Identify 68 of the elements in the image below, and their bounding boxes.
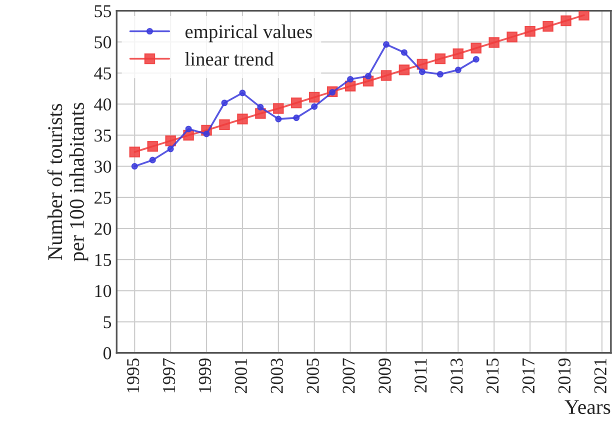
point — [578, 10, 590, 21]
point — [470, 42, 482, 54]
point — [308, 92, 320, 103]
point — [400, 49, 408, 56]
y-tick-label: 30 — [94, 160, 112, 173]
point — [221, 100, 228, 106]
point — [472, 56, 480, 63]
x-axis-title: Years — [564, 400, 610, 414]
point — [311, 103, 318, 110]
point — [167, 146, 174, 152]
x-tick-label: 1995 — [127, 358, 140, 392]
x-tick-label: 1999 — [198, 358, 212, 392]
point — [131, 163, 138, 170]
legend-label: empirical values — [185, 24, 312, 42]
point — [219, 119, 230, 130]
point — [364, 72, 372, 80]
point — [293, 114, 300, 122]
point — [398, 64, 410, 76]
y-tick-label: 55 — [94, 5, 112, 18]
point — [237, 114, 248, 124]
y-tick-label: 25 — [94, 192, 112, 204]
y-tick-label: 45 — [94, 67, 112, 80]
x-tick-label: 1997 — [162, 358, 176, 392]
y-tick-label: 35 — [94, 130, 112, 142]
point — [275, 116, 282, 122]
point — [147, 141, 158, 152]
point — [185, 126, 192, 132]
point — [203, 130, 210, 138]
legend-label: linear trend — [185, 52, 274, 66]
point — [488, 37, 500, 48]
point — [347, 76, 354, 83]
point — [560, 15, 572, 26]
point — [149, 156, 156, 164]
point — [165, 135, 176, 146]
x-tick-label: 2007 — [342, 358, 355, 394]
point — [382, 41, 390, 48]
y-tick-label: 20 — [94, 222, 112, 235]
point — [434, 53, 446, 64]
x-tick-label: 2013 — [450, 358, 463, 394]
point — [129, 146, 140, 158]
x-tick-label: 2011 — [414, 358, 427, 392]
y-tick-label: 0 — [103, 347, 112, 360]
x-tick-label: 2021 — [594, 358, 606, 394]
point — [239, 90, 246, 96]
y-tick-label: 5 — [104, 316, 112, 328]
point — [506, 32, 518, 42]
y-tick-label: 40 — [94, 98, 112, 111]
x-tick-label: 2005 — [306, 358, 319, 394]
point — [454, 66, 462, 74]
x-tick-label: 2001 — [234, 358, 247, 394]
point — [452, 48, 464, 60]
point — [291, 97, 302, 108]
y-axis-title: Number of tourists per 100 inhabitants — [47, 102, 88, 262]
point — [380, 70, 392, 81]
y-tick-label: 50 — [94, 36, 112, 48]
point — [524, 26, 536, 37]
x-tick-label: 2017 — [522, 358, 535, 394]
x-tick-label: 2019 — [558, 358, 571, 394]
point — [436, 70, 444, 78]
point — [257, 104, 264, 111]
x-tick-label: 2015 — [486, 358, 499, 394]
x-tick-label: 2003 — [270, 358, 283, 394]
y-tick-label: 15 — [95, 254, 112, 266]
point — [418, 68, 426, 76]
point — [542, 20, 554, 32]
point — [273, 103, 284, 114]
x-tick-label: 2009 — [378, 358, 391, 394]
y-tick-label: 10 — [95, 284, 112, 298]
